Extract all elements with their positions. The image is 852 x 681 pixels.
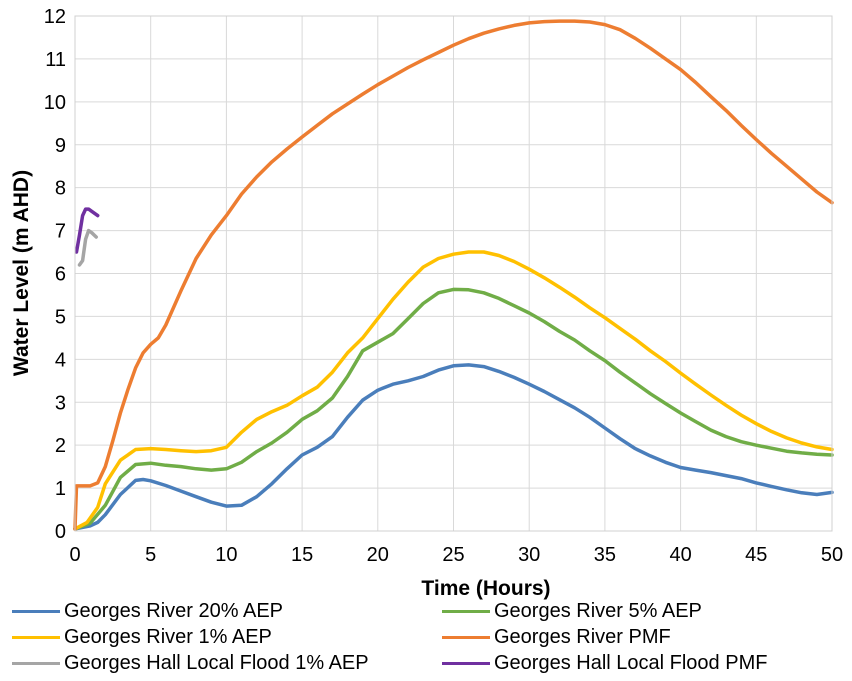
series-line-georges-river-5-aep — [73, 287, 834, 531]
legend-swatch — [12, 661, 60, 665]
y-axis-title: Water Level (m AHD) — [10, 170, 33, 376]
series-line-georges-hall-local-flood-1-aep — [77, 228, 98, 267]
legend-swatch — [442, 609, 490, 613]
legend-item-georges-hall-local-flood-pmf: Georges Hall Local Flood PMF — [442, 650, 767, 676]
y-tick-label: 9 — [55, 135, 66, 157]
x-tick-label: 20 — [367, 544, 389, 566]
x-tick-label: 10 — [215, 544, 237, 566]
y-tick-label: 11 — [45, 49, 66, 71]
legend-label: Georges River 1% AEP — [64, 625, 272, 648]
legend-swatch — [442, 661, 490, 665]
legend-label: Georges River PMF — [494, 625, 671, 648]
x-tick-label: 40 — [669, 544, 691, 566]
x-axis-ticks: 0 5 10 15 20 25 30 35 40 45 50 — [69, 544, 843, 566]
legend-label: Georges River 20% AEP — [64, 599, 283, 622]
y-tick-label: 10 — [44, 92, 66, 114]
legend-item-georges-river-pmf: Georges River PMF — [442, 624, 671, 650]
legend-swatch — [12, 635, 60, 639]
y-tick-label: 3 — [55, 392, 66, 414]
legend-item-georges-river-5-aep: Georges River 5% AEP — [442, 598, 702, 624]
y-tick-label: 5 — [55, 306, 66, 328]
legend-item-georges-river-20-aep: Georges River 20% AEP — [12, 598, 283, 624]
y-tick-label: 4 — [55, 349, 66, 371]
series-line-georges-river-20-aep — [73, 363, 834, 531]
x-tick-label: 5 — [145, 544, 156, 566]
series-line-georges-river-1-aep — [73, 250, 834, 531]
x-tick-label: 30 — [518, 544, 540, 566]
x-tick-label: 50 — [821, 544, 843, 566]
legend-label: Georges Hall Local Flood 1% AEP — [64, 651, 369, 674]
x-tick-label: 0 — [69, 544, 80, 566]
legend-swatch — [442, 635, 490, 639]
x-tick-label: 25 — [442, 544, 464, 566]
y-tick-label: 1 — [55, 478, 66, 500]
legend: Georges River 20% AEP Georges River 5% AE… — [12, 598, 842, 678]
legend-label: Georges River 5% AEP — [494, 599, 702, 622]
y-tick-label: 7 — [55, 221, 66, 243]
plot-area-frame — [74, 15, 833, 532]
x-tick-label: 35 — [594, 544, 616, 566]
legend-item-georges-river-1-aep: Georges River 1% AEP — [12, 624, 272, 650]
legend-label: Georges Hall Local Flood PMF — [494, 651, 768, 674]
series-line-georges-hall-local-flood-pmf — [74, 207, 100, 254]
y-tick-label: 8 — [55, 178, 66, 200]
y-tick-label: 2 — [55, 435, 66, 457]
series-lines — [73, 19, 834, 531]
x-tick-label: 15 — [291, 544, 313, 566]
legend-item-georges-hall-local-flood-1-aep: Georges Hall Local Flood 1% AEP — [12, 650, 369, 676]
series-line-georges-river-pmf — [73, 19, 834, 531]
y-tick-label: 6 — [55, 264, 66, 286]
y-tick-label: 12 — [44, 6, 66, 28]
x-axis-title: Time (Hours) — [421, 577, 550, 600]
y-tick-label: 0 — [55, 521, 66, 543]
x-tick-label: 45 — [745, 544, 767, 566]
legend-swatch — [12, 609, 60, 613]
